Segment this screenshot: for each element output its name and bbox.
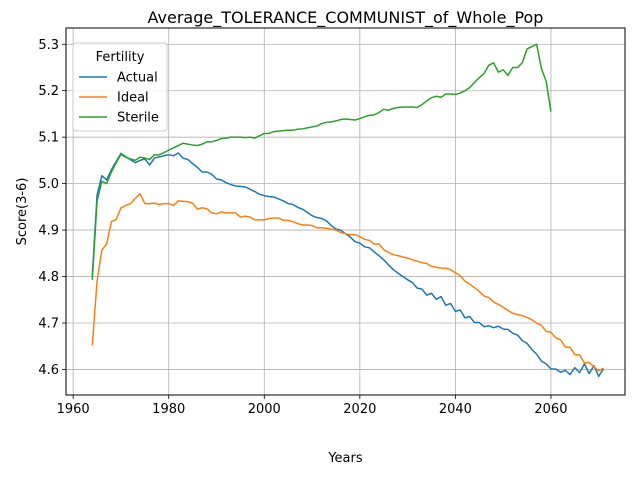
y-tick-label: 5.2 bbox=[38, 84, 59, 99]
series-line-ideal bbox=[91, 193, 604, 372]
y-tick-label: 4.7 bbox=[38, 316, 59, 331]
x-tick-label: 1980 bbox=[152, 402, 185, 417]
legend-entries: Actual Ideal Sterile bbox=[79, 71, 159, 126]
x-axis-label: Years bbox=[327, 451, 363, 466]
y-tick-label: 4.8 bbox=[38, 270, 59, 285]
legend: Fertility Actual Ideal Sterile bbox=[72, 42, 168, 132]
y-tick-label: 4.6 bbox=[38, 363, 59, 378]
plot-frame bbox=[65, 27, 626, 396]
x-tick-label: 2040 bbox=[439, 402, 472, 417]
chart-title: Average_TOLERANCE_COMMUNIST_of_Whole_Pop bbox=[148, 8, 544, 28]
ticks: 1960 1980 2000 2020 2040 2060 4.6 4.7 4.8 4.9 5.0 5… bbox=[38, 38, 567, 417]
legend-box bbox=[72, 42, 168, 132]
x-tick-label: 2060 bbox=[534, 402, 567, 417]
grid bbox=[66, 28, 625, 395]
x-tick-label: 2020 bbox=[343, 402, 376, 417]
y-tick-label: 5.1 bbox=[38, 131, 59, 146]
y-tick-label: 4.9 bbox=[38, 224, 59, 239]
series-line-sterile bbox=[91, 43, 552, 280]
x-tick-label: 1960 bbox=[57, 402, 90, 417]
x-tick-label: 2000 bbox=[248, 402, 281, 417]
y-tick-label: 5.3 bbox=[38, 38, 59, 53]
legend-label-sterile: Sterile bbox=[117, 111, 159, 126]
legend-label-ideal: Ideal bbox=[117, 91, 149, 106]
y-tick-label: 5.0 bbox=[38, 177, 59, 192]
legend-title: Fertility bbox=[96, 50, 145, 65]
series-line-actual bbox=[91, 152, 605, 378]
series-layer bbox=[91, 43, 605, 378]
y-axis-label: Score(3-6) bbox=[15, 178, 30, 246]
legend-label-actual: Actual bbox=[117, 71, 158, 86]
